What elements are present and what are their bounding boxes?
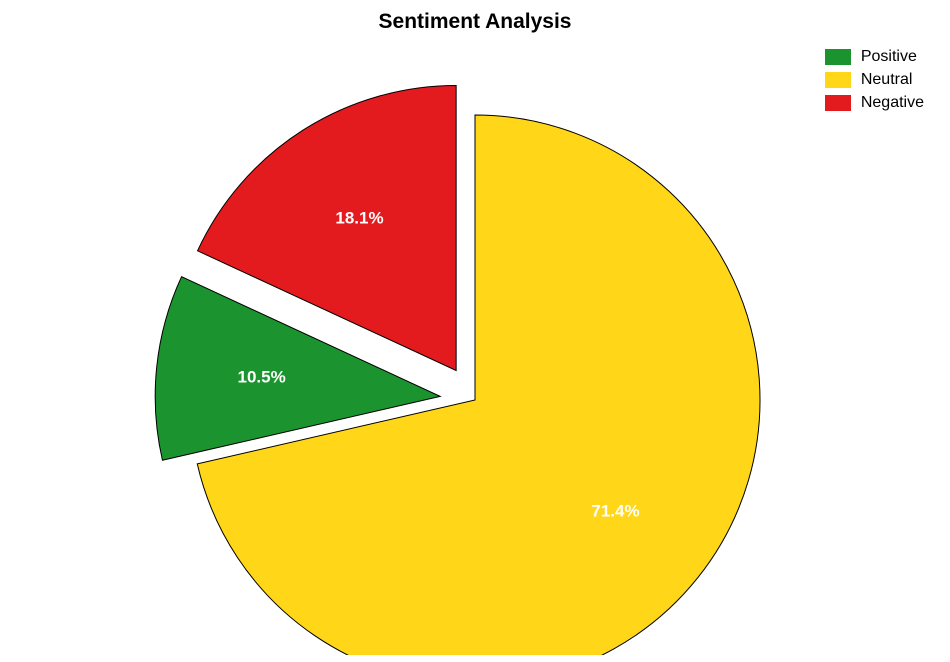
chart-title: Sentiment Analysis <box>0 10 950 34</box>
slice-label-negative: 18.1% <box>335 209 383 228</box>
legend-label-neutral: Neutral <box>861 71 913 89</box>
legend-swatch-positive <box>825 49 851 65</box>
slice-label-neutral: 71.4% <box>591 501 639 520</box>
legend-swatch-negative <box>825 95 851 111</box>
legend: Positive Neutral Negative <box>825 48 924 117</box>
legend-item-neutral: Neutral <box>825 71 924 89</box>
legend-swatch-neutral <box>825 72 851 88</box>
legend-label-positive: Positive <box>861 48 917 66</box>
legend-item-negative: Negative <box>825 94 924 112</box>
legend-label-negative: Negative <box>861 94 924 112</box>
legend-item-positive: Positive <box>825 48 924 66</box>
pie-chart: 71.4% 10.5% 18.1% <box>0 55 950 655</box>
slice-label-positive: 10.5% <box>238 367 286 386</box>
